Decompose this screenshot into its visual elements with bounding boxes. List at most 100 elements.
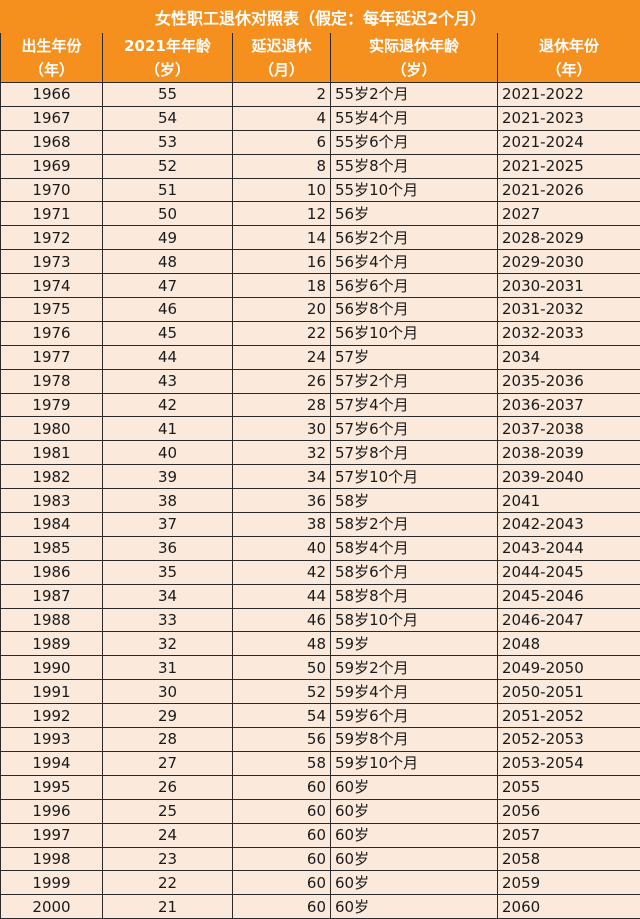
cell-delay-months: 26 [233, 369, 331, 393]
cell-birth-year: 1972 [1, 226, 103, 250]
cell-retire-year: 2050-2051 [498, 680, 640, 704]
cell-actual-retire-age: 56岁6个月 [331, 274, 498, 298]
cell-age-2021: 48 [103, 250, 233, 274]
cell-delay-months: 60 [233, 895, 331, 919]
cell-delay-months: 32 [233, 441, 331, 465]
cell-birth-year: 1969 [1, 154, 103, 178]
cell-delay-months: 44 [233, 584, 331, 608]
cell-birth-year: 1993 [1, 728, 103, 752]
cell-age-2021: 51 [103, 178, 233, 202]
cell-birth-year: 1997 [1, 823, 103, 847]
cell-birth-year: 1992 [1, 704, 103, 728]
cell-age-2021: 43 [103, 369, 233, 393]
cell-birth-year: 1989 [1, 632, 103, 656]
cell-delay-months: 34 [233, 465, 331, 489]
cell-actual-retire-age: 59岁4个月 [331, 680, 498, 704]
cell-retire-year: 2052-2053 [498, 728, 640, 752]
cell-birth-year: 1979 [1, 393, 103, 417]
cell-birth-year: 1983 [1, 489, 103, 513]
cell-actual-retire-age: 57岁8个月 [331, 441, 498, 465]
cell-retire-year: 2058 [498, 847, 640, 871]
cell-actual-retire-age: 56岁4个月 [331, 250, 498, 274]
cell-birth-year: 1994 [1, 751, 103, 775]
cell-actual-retire-age: 58岁 [331, 489, 498, 513]
cell-actual-retire-age: 60岁 [331, 871, 498, 895]
cell-actual-retire-age: 58岁4个月 [331, 536, 498, 560]
cell-delay-months: 18 [233, 274, 331, 298]
header-line: 2021年年龄 [107, 34, 228, 58]
cell-actual-retire-age: 59岁2个月 [331, 656, 498, 680]
cell-retire-year: 2055 [498, 775, 640, 799]
cell-delay-months: 52 [233, 680, 331, 704]
cell-age-2021: 40 [103, 441, 233, 465]
cell-actual-retire-age: 59岁10个月 [331, 751, 498, 775]
cell-delay-months: 40 [233, 536, 331, 560]
cell-retire-year: 2032-2033 [498, 321, 640, 345]
cell-birth-year: 1988 [1, 608, 103, 632]
cell-delay-months: 50 [233, 656, 331, 680]
cell-age-2021: 55 [103, 83, 233, 107]
cell-birth-year: 1973 [1, 250, 103, 274]
cell-age-2021: 34 [103, 584, 233, 608]
cell-age-2021: 49 [103, 226, 233, 250]
cell-birth-year: 1975 [1, 298, 103, 322]
cell-actual-retire-age: 56岁8个月 [331, 298, 498, 322]
cell-delay-months: 60 [233, 823, 331, 847]
cell-delay-months: 12 [233, 202, 331, 226]
header-line: 出生年份 [5, 34, 98, 58]
cell-age-2021: 32 [103, 632, 233, 656]
cell-birth-year: 1968 [1, 130, 103, 154]
cell-age-2021: 37 [103, 513, 233, 537]
cell-actual-retire-age: 55岁8个月 [331, 154, 498, 178]
cell-retire-year: 2027 [498, 202, 640, 226]
cell-delay-months: 36 [233, 489, 331, 513]
cell-age-2021: 27 [103, 751, 233, 775]
cell-retire-year: 2036-2037 [498, 393, 640, 417]
cell-birth-year: 1981 [1, 441, 103, 465]
cell-actual-retire-age: 57岁6个月 [331, 417, 498, 441]
cell-retire-year: 2031-2032 [498, 298, 640, 322]
header-age-2021: 2021年年龄（岁） [103, 33, 233, 83]
cell-actual-retire-age: 55岁10个月 [331, 178, 498, 202]
cell-birth-year: 1967 [1, 106, 103, 130]
cell-birth-year: 1974 [1, 274, 103, 298]
cell-age-2021: 45 [103, 321, 233, 345]
cell-birth-year: 1987 [1, 584, 103, 608]
cell-delay-months: 56 [233, 728, 331, 752]
cell-delay-months: 16 [233, 250, 331, 274]
cell-retire-year: 2039-2040 [498, 465, 640, 489]
cell-actual-retire-age: 55岁2个月 [331, 83, 498, 107]
cell-actual-retire-age: 60岁 [331, 823, 498, 847]
cell-retire-year: 2059 [498, 871, 640, 895]
header-line: 退休年份 [502, 34, 636, 58]
cell-age-2021: 25 [103, 799, 233, 823]
cell-retire-year: 2041 [498, 489, 640, 513]
cell-age-2021: 28 [103, 728, 233, 752]
header-line: （月） [237, 58, 326, 82]
header-line: （岁） [335, 58, 493, 82]
cell-delay-months: 22 [233, 321, 331, 345]
cell-age-2021: 53 [103, 130, 233, 154]
cell-birth-year: 1977 [1, 345, 103, 369]
cell-delay-months: 42 [233, 560, 331, 584]
cell-delay-months: 28 [233, 393, 331, 417]
cell-delay-months: 2 [233, 83, 331, 107]
cell-birth-year: 1966 [1, 83, 103, 107]
cell-retire-year: 2060 [498, 895, 640, 919]
cell-actual-retire-age: 59岁8个月 [331, 728, 498, 752]
cell-birth-year: 1999 [1, 871, 103, 895]
